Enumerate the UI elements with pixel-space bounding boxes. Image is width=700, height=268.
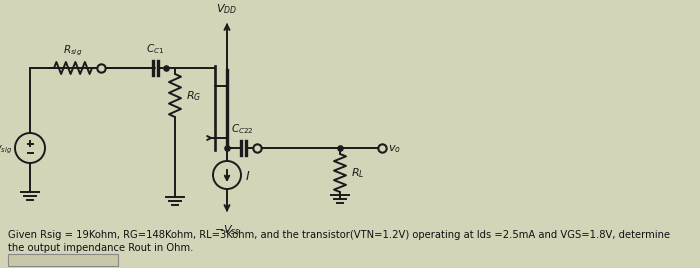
Text: Given Rsig = 19Kohm, RG=148Kohm, RL=3Kohm, and the transistor(VTN=1.2V) operatin: Given Rsig = 19Kohm, RG=148Kohm, RL=3Koh…	[8, 230, 670, 240]
Text: $C_{C1}$: $C_{C1}$	[146, 42, 164, 56]
Text: $v_o$: $v_o$	[388, 143, 401, 155]
Text: $C_{C22}$: $C_{C22}$	[230, 122, 253, 136]
Text: $-V_{ss}$: $-V_{ss}$	[214, 223, 240, 237]
Text: $R_L$: $R_L$	[351, 166, 365, 180]
FancyBboxPatch shape	[8, 254, 118, 266]
Text: $V_{DD}$: $V_{DD}$	[216, 2, 237, 16]
Text: $R_G$: $R_G$	[186, 89, 202, 103]
Text: $R_{sig}$: $R_{sig}$	[63, 44, 83, 58]
Text: $v_{sig}$: $v_{sig}$	[0, 144, 12, 156]
Text: the output impendance Rout in Ohm.: the output impendance Rout in Ohm.	[8, 243, 193, 253]
Text: $I$: $I$	[245, 170, 251, 184]
